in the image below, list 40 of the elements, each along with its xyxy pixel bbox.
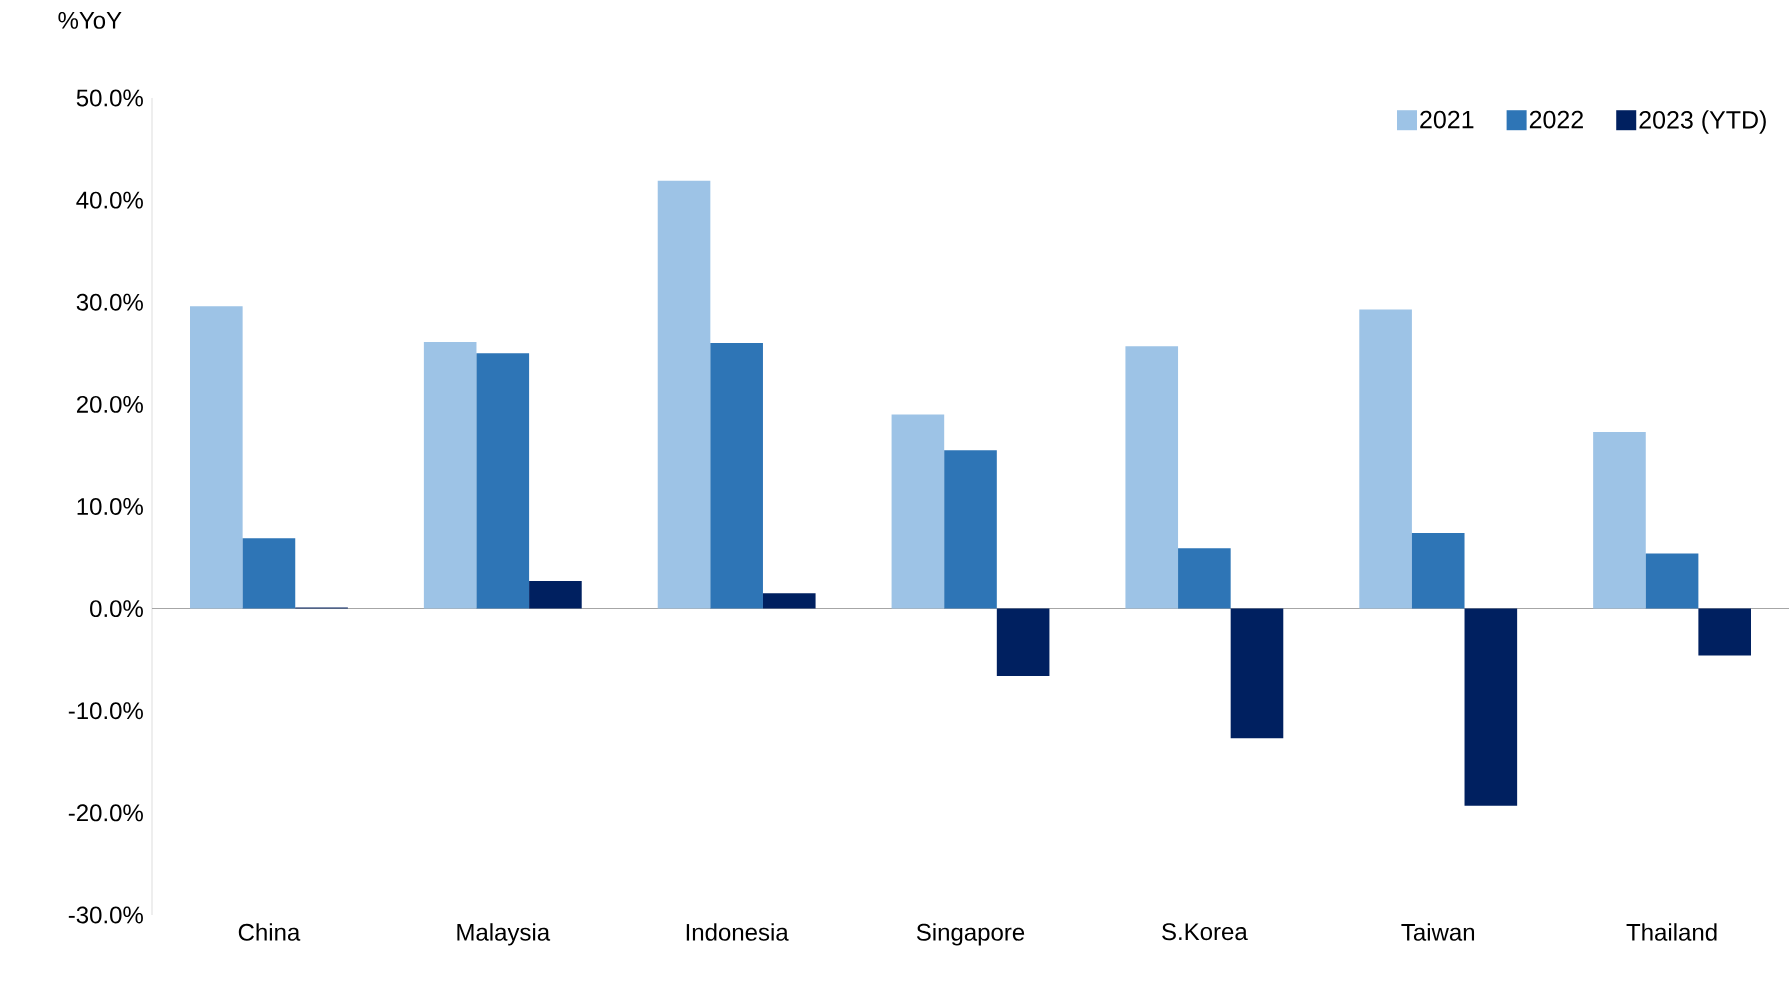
legend-label: 2023 (YTD): [1639, 110, 1766, 134]
bar: [891, 414, 945, 609]
bar: [1645, 553, 1699, 609]
bar: [529, 581, 582, 609]
x-tick-label: Taiwan: [1401, 923, 1475, 941]
x-tick-label: China: [238, 923, 301, 941]
bar: [657, 180, 711, 609]
bar: [996, 608, 1050, 677]
bar: [710, 343, 763, 609]
y-axis-title: %YoY: [58, 11, 122, 29]
bar: [1359, 309, 1412, 609]
bar: [423, 342, 477, 609]
x-tick-label: S.Korea: [1162, 923, 1248, 941]
bar: [944, 450, 997, 609]
y-tick-label: 20.0%: [76, 395, 143, 413]
x-tick-label: Singapore: [916, 923, 1025, 946]
bar: [242, 538, 296, 609]
bar: [1411, 533, 1465, 609]
bar: [476, 353, 530, 609]
y-tick-label: 0.0%: [90, 600, 143, 618]
bar: [1125, 346, 1179, 609]
bar: [762, 593, 816, 609]
y-tick-label: 40.0%: [76, 191, 143, 209]
x-tick-label: Malaysia: [457, 923, 551, 946]
y-tick-label: -10.0%: [68, 702, 143, 720]
bar: [1464, 608, 1518, 806]
legend-label: 2021: [1420, 110, 1474, 129]
bar: [1698, 608, 1751, 656]
x-tick-label: Thailand: [1626, 923, 1717, 941]
bar: [1593, 431, 1646, 609]
bar: [1230, 608, 1284, 739]
y-tick-label: 30.0%: [76, 293, 143, 311]
bar: [190, 306, 243, 609]
y-tick-label: -20.0%: [68, 804, 143, 822]
bar: [1178, 548, 1231, 609]
y-tick-label: -30.0%: [68, 906, 143, 924]
y-tick-label: 10.0%: [77, 498, 143, 515]
y-tick-label: 50.0%: [76, 89, 143, 107]
legend-label: 2022: [1529, 110, 1583, 129]
x-tick-label: Indonesia: [686, 923, 789, 941]
